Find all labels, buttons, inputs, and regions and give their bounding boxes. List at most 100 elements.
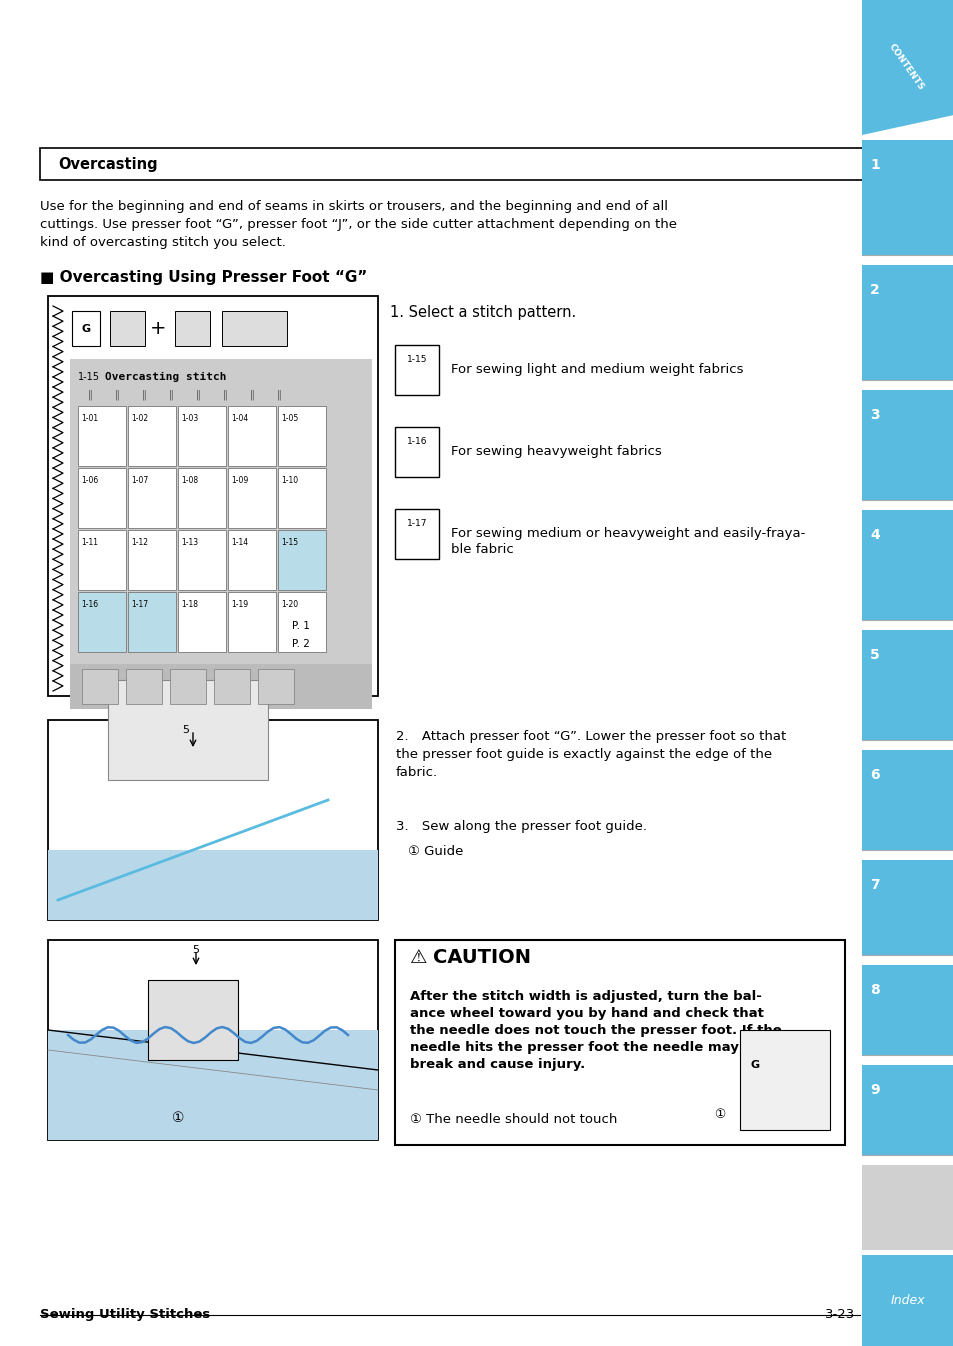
Bar xyxy=(178,530,226,590)
Bar xyxy=(178,406,226,466)
Text: For sewing medium or heavyweight and easily-fraya-: For sewing medium or heavyweight and eas… xyxy=(451,528,804,540)
Bar xyxy=(277,468,326,528)
Polygon shape xyxy=(862,1254,953,1346)
Bar xyxy=(862,265,953,380)
Bar xyxy=(108,680,268,779)
Text: 1-15: 1-15 xyxy=(78,371,100,382)
Text: 3.  Sew along the presser foot guide.: 3. Sew along the presser foot guide. xyxy=(395,820,646,833)
Text: 1-16: 1-16 xyxy=(81,600,98,608)
Text: 1-07: 1-07 xyxy=(131,476,148,485)
Bar xyxy=(128,530,175,590)
Bar xyxy=(174,311,210,346)
Bar xyxy=(78,530,126,590)
Bar xyxy=(126,669,162,704)
Text: 1: 1 xyxy=(869,157,879,172)
Text: Index: Index xyxy=(890,1294,924,1307)
Text: 7: 7 xyxy=(869,878,879,892)
Bar xyxy=(178,468,226,528)
Text: ‖: ‖ xyxy=(114,389,119,400)
Bar xyxy=(78,406,126,466)
Text: ‖: ‖ xyxy=(222,389,227,400)
Text: 1-17: 1-17 xyxy=(406,520,427,528)
Bar xyxy=(48,851,377,921)
Text: +: + xyxy=(150,319,166,338)
Text: ① The needle should not touch: ① The needle should not touch xyxy=(410,1113,617,1127)
Bar xyxy=(48,1030,377,1140)
Bar xyxy=(178,592,226,651)
Bar xyxy=(862,510,953,621)
Text: Overcasting: Overcasting xyxy=(58,156,157,171)
Bar xyxy=(148,980,237,1061)
Text: ble fabric: ble fabric xyxy=(451,542,514,556)
Bar xyxy=(862,965,953,1055)
Text: 1-14: 1-14 xyxy=(231,538,248,546)
Text: the presser foot guide is exactly against the edge of the: the presser foot guide is exactly agains… xyxy=(395,748,771,760)
Text: needle hits the presser foot the needle may: needle hits the presser foot the needle … xyxy=(410,1040,739,1054)
Bar xyxy=(71,311,100,346)
Text: cuttings. Use presser foot “G”, presser foot “J”, or the side cutter attachment : cuttings. Use presser foot “G”, presser … xyxy=(40,218,677,232)
Bar xyxy=(70,304,372,359)
Bar xyxy=(395,345,438,394)
Text: For sewing light and medium weight fabrics: For sewing light and medium weight fabri… xyxy=(451,363,742,376)
Bar xyxy=(277,530,326,590)
Text: 2: 2 xyxy=(869,283,879,297)
Bar xyxy=(228,530,275,590)
Text: After the stitch width is adjusted, turn the bal-: After the stitch width is adjusted, turn… xyxy=(410,991,761,1003)
Text: 3: 3 xyxy=(869,408,879,423)
Text: 1-03: 1-03 xyxy=(181,415,198,423)
Text: 1-01: 1-01 xyxy=(81,415,98,423)
Bar xyxy=(277,592,326,651)
Text: ‖: ‖ xyxy=(195,389,200,400)
Text: 5: 5 xyxy=(182,725,190,735)
Text: Use for the beginning and end of seams in skirts or trousers, and the beginning : Use for the beginning and end of seams i… xyxy=(40,201,667,213)
Text: 1-16: 1-16 xyxy=(406,437,427,446)
Text: ①: ① xyxy=(714,1109,725,1121)
Text: 1-10: 1-10 xyxy=(281,476,297,485)
Text: G: G xyxy=(81,324,91,334)
Bar xyxy=(48,940,377,1140)
Text: G: G xyxy=(750,1061,759,1070)
Text: 1-12: 1-12 xyxy=(131,538,148,546)
Text: Overcasting stitch: Overcasting stitch xyxy=(105,371,226,382)
Bar xyxy=(170,669,206,704)
Text: ‖: ‖ xyxy=(88,389,92,400)
Text: kind of overcasting stitch you select.: kind of overcasting stitch you select. xyxy=(40,236,286,249)
Text: CONTENTS: CONTENTS xyxy=(886,42,924,92)
Bar xyxy=(395,427,438,476)
Text: ‖: ‖ xyxy=(141,389,146,400)
Bar xyxy=(222,311,287,346)
Text: ‖: ‖ xyxy=(169,389,173,400)
Polygon shape xyxy=(862,0,953,135)
Text: break and cause injury.: break and cause injury. xyxy=(410,1058,584,1071)
Bar xyxy=(213,669,250,704)
Bar xyxy=(862,140,953,254)
Bar xyxy=(395,509,438,559)
Text: For sewing heavyweight fabrics: For sewing heavyweight fabrics xyxy=(451,446,661,458)
Bar xyxy=(228,406,275,466)
Text: ance wheel toward you by hand and check that: ance wheel toward you by hand and check … xyxy=(410,1007,763,1020)
Text: 1-20: 1-20 xyxy=(281,600,297,608)
Text: 1-06: 1-06 xyxy=(81,476,98,485)
Text: CAUTION: CAUTION xyxy=(433,948,531,966)
Bar xyxy=(740,1030,829,1131)
Bar xyxy=(78,468,126,528)
Text: P. 1: P. 1 xyxy=(292,621,310,631)
Text: 6: 6 xyxy=(869,769,879,782)
Text: 5: 5 xyxy=(193,945,199,956)
Text: 9: 9 xyxy=(869,1084,879,1097)
Bar xyxy=(48,296,377,696)
Text: 1-02: 1-02 xyxy=(131,415,148,423)
Bar xyxy=(128,468,175,528)
Text: 1-04: 1-04 xyxy=(231,415,248,423)
Bar xyxy=(228,592,275,651)
Bar xyxy=(70,304,372,688)
Bar xyxy=(862,1166,953,1250)
Text: 1-19: 1-19 xyxy=(231,600,248,608)
Text: 1-09: 1-09 xyxy=(231,476,248,485)
Text: 1-08: 1-08 xyxy=(181,476,198,485)
Bar xyxy=(862,860,953,956)
Bar xyxy=(395,940,844,1145)
Bar xyxy=(862,630,953,740)
Text: ‖: ‖ xyxy=(250,389,254,400)
Text: 1-05: 1-05 xyxy=(281,415,298,423)
